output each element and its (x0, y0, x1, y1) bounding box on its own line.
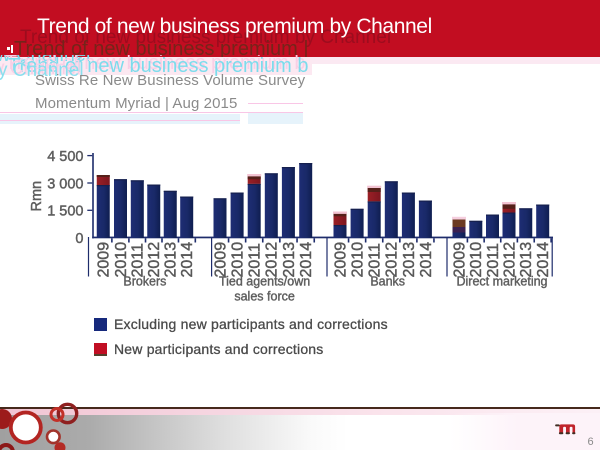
svg-text:3 000: 3 000 (47, 176, 83, 192)
svg-text:2013: 2013 (281, 242, 298, 278)
svg-text:Banks: Banks (370, 275, 405, 289)
svg-text:2012: 2012 (384, 242, 401, 278)
svg-text:2014: 2014 (535, 242, 552, 278)
svg-text:Brokers: Brokers (123, 275, 166, 289)
svg-text:2011: 2011 (485, 243, 502, 278)
svg-text:2012: 2012 (264, 242, 281, 278)
svg-text:4 500: 4 500 (47, 149, 83, 165)
svg-text:2013: 2013 (401, 242, 418, 278)
svg-text:2011: 2011 (130, 243, 147, 278)
svg-text:2009: 2009 (96, 242, 113, 278)
svg-text:2011: 2011 (367, 243, 384, 278)
svg-text:0: 0 (75, 231, 83, 247)
svg-text:2012: 2012 (501, 242, 518, 278)
svg-text:2014: 2014 (418, 242, 435, 278)
svg-text:Tied agents/own: Tied agents/own (219, 275, 310, 289)
svg-text:2010: 2010 (468, 242, 485, 278)
svg-text:2012: 2012 (146, 242, 163, 278)
svg-text:2009: 2009 (332, 242, 349, 278)
svg-text:2013: 2013 (518, 242, 535, 278)
svg-text:2010: 2010 (113, 242, 130, 278)
svg-text:Direct marketing: Direct marketing (457, 275, 548, 289)
svg-text:2010: 2010 (230, 242, 247, 278)
svg-text:2009: 2009 (212, 242, 229, 278)
svg-text:2013: 2013 (163, 242, 180, 278)
svg-text:2009: 2009 (451, 242, 468, 278)
svg-text:2010: 2010 (350, 242, 367, 278)
svg-text:2014: 2014 (179, 242, 196, 278)
svg-text:2014: 2014 (298, 242, 315, 278)
svg-text:sales force: sales force (234, 290, 294, 304)
svg-text:2011: 2011 (247, 243, 264, 278)
svg-text:1 500: 1 500 (47, 204, 83, 220)
svg-text:Rmn: Rmn (29, 181, 45, 212)
